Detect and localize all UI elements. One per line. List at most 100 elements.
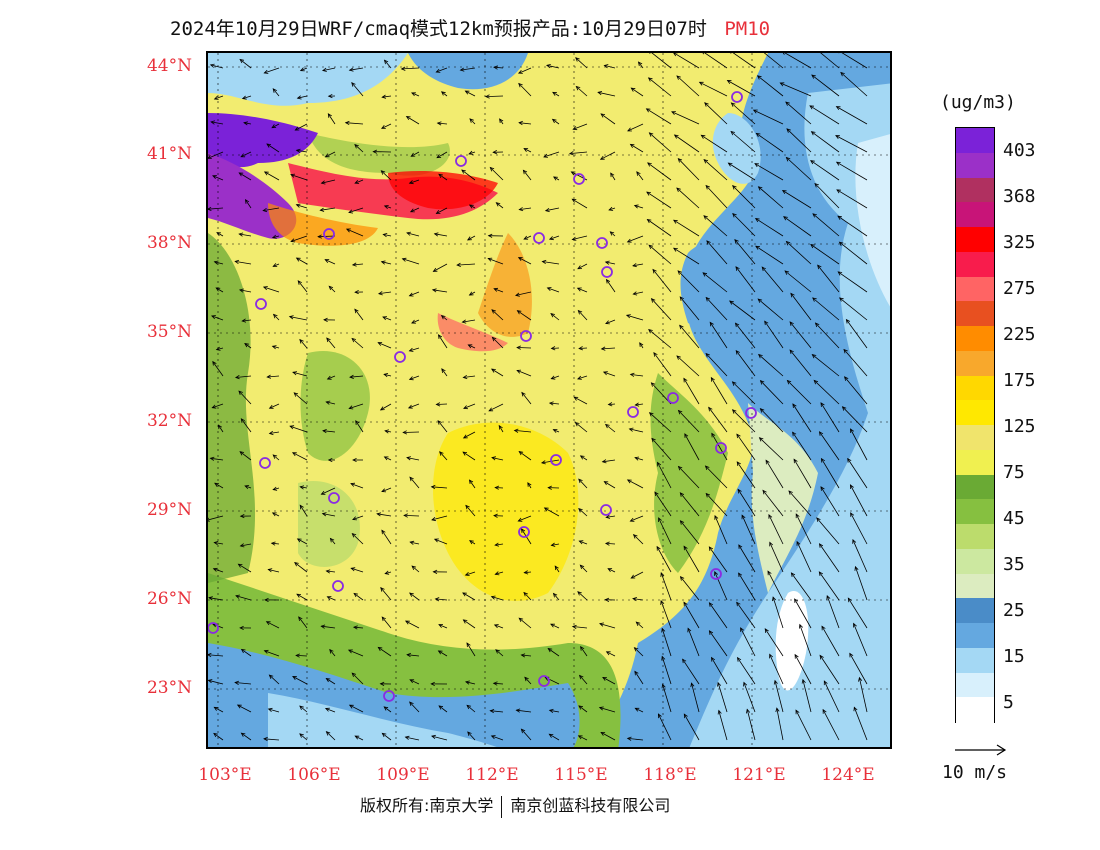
wind-vector — [409, 476, 420, 489]
wind-vector — [406, 652, 420, 658]
wind-vector — [822, 708, 840, 741]
wind-vector — [729, 300, 756, 321]
legend-unit: (ug/m3) — [940, 92, 1016, 113]
wind-vector — [648, 244, 672, 265]
wind-vector — [858, 676, 868, 713]
wind-vector — [812, 213, 840, 237]
wind-vector — [835, 106, 868, 125]
wind-vector — [579, 455, 588, 461]
wind-vector — [432, 263, 448, 272]
wind-vector — [296, 593, 308, 601]
wind-vector — [270, 541, 280, 546]
wind-vector — [658, 517, 672, 545]
city-station-marker — [383, 690, 395, 702]
wind-vector — [578, 478, 588, 489]
wind-vector — [710, 376, 728, 405]
wind-vector — [213, 95, 224, 100]
wind-vector — [626, 736, 644, 741]
wind-vector — [703, 215, 728, 237]
legend-label: 175 — [1003, 370, 1036, 391]
wind-vector — [847, 457, 868, 489]
wind-vector — [461, 319, 476, 324]
wind-vector — [409, 679, 420, 685]
wind-vector — [491, 309, 504, 321]
wind-vector — [852, 538, 868, 573]
wind-vector — [348, 67, 364, 72]
wind-vector — [786, 128, 812, 153]
wind-vector — [734, 322, 756, 349]
map-title: 2024年10月29日WRF/cmaq模式12km预报产品:10月29日07时 … — [170, 14, 970, 41]
wind-vector — [571, 198, 588, 209]
wind-vector — [430, 484, 448, 490]
wind-vector — [795, 709, 812, 741]
wind-vector — [661, 683, 672, 713]
wind-vector — [629, 515, 644, 522]
wind-vector — [517, 67, 532, 74]
wind-vector — [268, 674, 280, 685]
wind-vector — [551, 118, 560, 125]
wind-vector — [435, 67, 448, 73]
city-station-marker — [667, 392, 679, 404]
wind-vector — [661, 627, 672, 657]
wind-vector — [676, 187, 700, 209]
legend-swatch — [956, 672, 994, 698]
wind-vector — [657, 461, 672, 489]
wind-vector — [234, 680, 252, 685]
wind-vector — [515, 708, 532, 713]
wind-vector — [838, 53, 868, 69]
wind-vector — [518, 207, 532, 212]
wind-vector — [705, 492, 728, 517]
wind-vector — [788, 490, 812, 517]
wind-vector — [380, 170, 392, 181]
lat-lon-gridlines — [208, 53, 890, 747]
wind-vector — [633, 204, 644, 209]
wind-vector — [577, 591, 588, 601]
wind-vector — [730, 102, 756, 125]
wind-vector — [376, 512, 392, 517]
wind-vector — [578, 507, 588, 517]
city-station-marker — [533, 232, 545, 244]
wind-vector — [683, 713, 700, 741]
wind-vector — [298, 616, 308, 629]
wind-vector — [520, 728, 532, 741]
wind-vector — [738, 572, 756, 601]
wind-vector — [350, 567, 364, 573]
wind-vector — [325, 569, 336, 574]
wind-vector — [381, 487, 392, 493]
wind-vector — [516, 345, 532, 350]
legend-label: 275 — [1003, 278, 1036, 299]
wind-vector — [628, 427, 644, 433]
wind-vector — [605, 514, 616, 519]
wind-vector — [239, 543, 252, 548]
legend-label: 5 — [1003, 692, 1014, 713]
wind-vector — [437, 420, 448, 433]
wind-vector — [288, 315, 308, 321]
wind-vector — [601, 459, 616, 464]
wind-vector — [837, 215, 868, 237]
wind-vector — [677, 270, 700, 293]
wind-vector — [762, 489, 784, 517]
wind-vector — [673, 134, 700, 153]
wind-vector — [355, 420, 364, 433]
legend-swatch — [956, 400, 994, 426]
wind-vector — [635, 621, 644, 629]
wind-vector — [789, 349, 812, 377]
wind-vector — [433, 232, 448, 237]
wind-vector — [633, 647, 644, 657]
wind-vector — [215, 287, 224, 293]
wind-vector — [653, 352, 672, 377]
wind-vector — [598, 706, 616, 713]
wind-vector — [377, 646, 392, 657]
wind-vector — [380, 260, 392, 265]
wind-vector — [440, 91, 448, 97]
legend-swatch — [956, 202, 994, 228]
wind-vector — [790, 572, 812, 601]
wind-vector — [650, 298, 672, 321]
wind-vector — [324, 259, 336, 265]
lon-label-103: 103°E — [198, 765, 252, 785]
wind-vector — [799, 623, 812, 657]
wind-vector — [756, 75, 784, 97]
wind-vector — [809, 105, 840, 125]
lat-label-38: 38°N — [146, 233, 192, 253]
wind-vector — [352, 515, 364, 521]
